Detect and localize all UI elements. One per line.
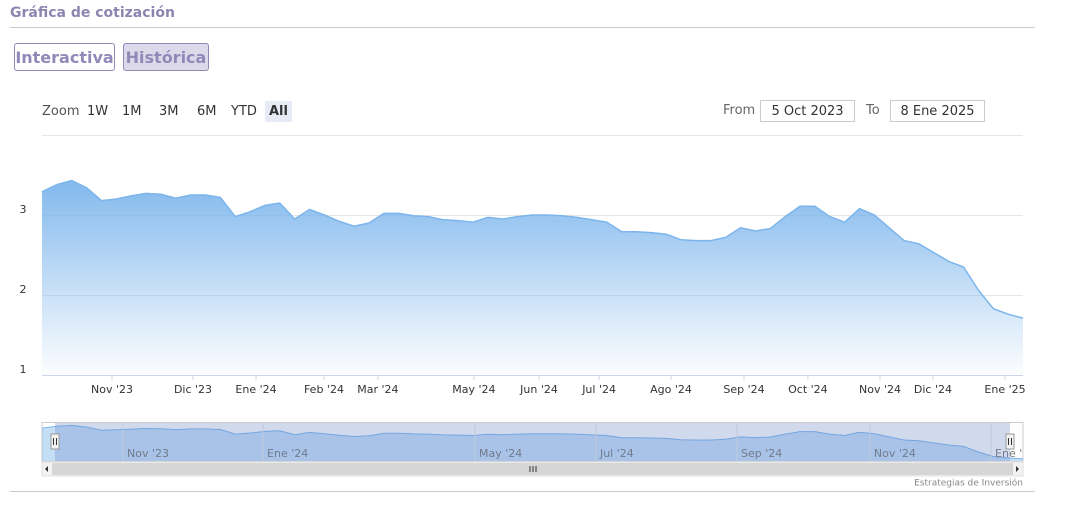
navigator-tick-label: Nov '23 — [127, 447, 169, 460]
header-title: Gráfica de cotización — [10, 5, 175, 21]
to-input[interactable]: 8 Ene 2025 — [890, 100, 985, 122]
price-line — [41, 179, 1024, 319]
navigator-handle[interactable] — [50, 433, 60, 450]
x-tick-label: Nov '23 — [91, 383, 133, 396]
handle-grip — [53, 438, 57, 445]
zoom-button[interactable]: 1W — [87, 104, 109, 119]
navigator: Nov '23 Ene '24 May '24 Jul '24 Sep '24 Nov '… — [42, 423, 1036, 461]
navigator-tick-label: Ene '25 — [995, 447, 1036, 460]
navigator-tick-label: Sep '24 — [741, 447, 782, 460]
from-label: From — [723, 103, 756, 118]
navigator-tick-label: Ene '24 — [267, 447, 308, 460]
tab-button[interactable]: Interactiva — [14, 43, 115, 71]
y-tick-label: 1 — [20, 363, 27, 376]
zoom-label: Zoom — [42, 104, 80, 119]
x-tick-label: Ene '25 — [984, 383, 1025, 396]
x-tick-label: Jun '24 — [519, 383, 558, 396]
zoom-button[interactable]: 3M — [159, 104, 179, 119]
scrollbar-grip — [529, 466, 537, 472]
area-fill — [42, 180, 1023, 375]
from-input[interactable]: 5 Oct 2023 — [760, 100, 855, 122]
navigator-tick-label: Jul '24 — [599, 447, 634, 460]
x-tick-label: Nov '24 — [859, 383, 901, 396]
zoom-button[interactable]: 6M — [197, 104, 217, 119]
x-tick-label: Mar '24 — [357, 383, 398, 396]
navigator-line — [42, 424, 1023, 460]
to-label: To — [866, 103, 880, 118]
navigator-area — [42, 425, 1023, 461]
x-tick-label: Ago '24 — [650, 383, 692, 396]
handle-grip — [1008, 438, 1012, 445]
scroll-right[interactable] — [1016, 466, 1019, 472]
y-tick-label: 2 — [20, 283, 27, 296]
x-tick-label: Oct '24 — [788, 383, 828, 396]
navigator-handle[interactable] — [1005, 433, 1015, 450]
x-tick-label: May '24 — [452, 383, 495, 396]
x-tick-label: Jul '24 — [581, 383, 616, 396]
navigator-mask — [55, 423, 1010, 461]
x-tick-label: Feb '24 — [304, 383, 344, 396]
tab-button[interactable]: Histórica — [123, 43, 209, 71]
y-tick-label: 3 — [20, 203, 27, 216]
x-tick-label: Ene '24 — [235, 383, 276, 396]
zoom-button[interactable]: YTD — [231, 104, 257, 119]
navigator-tick-label: Nov '24 — [874, 447, 916, 460]
credits: Estrategias de Inversión — [914, 478, 1023, 489]
zoom-button[interactable]: 1M — [122, 104, 142, 119]
x-tick-label: Dic '24 — [914, 383, 952, 396]
zoom-button[interactable]: All — [265, 101, 292, 122]
x-tick-label: Dic '23 — [174, 383, 212, 396]
scroll-left[interactable] — [45, 466, 48, 472]
navigator-tick-label: May '24 — [479, 447, 522, 460]
x-tick-label: Sep '24 — [723, 383, 764, 396]
